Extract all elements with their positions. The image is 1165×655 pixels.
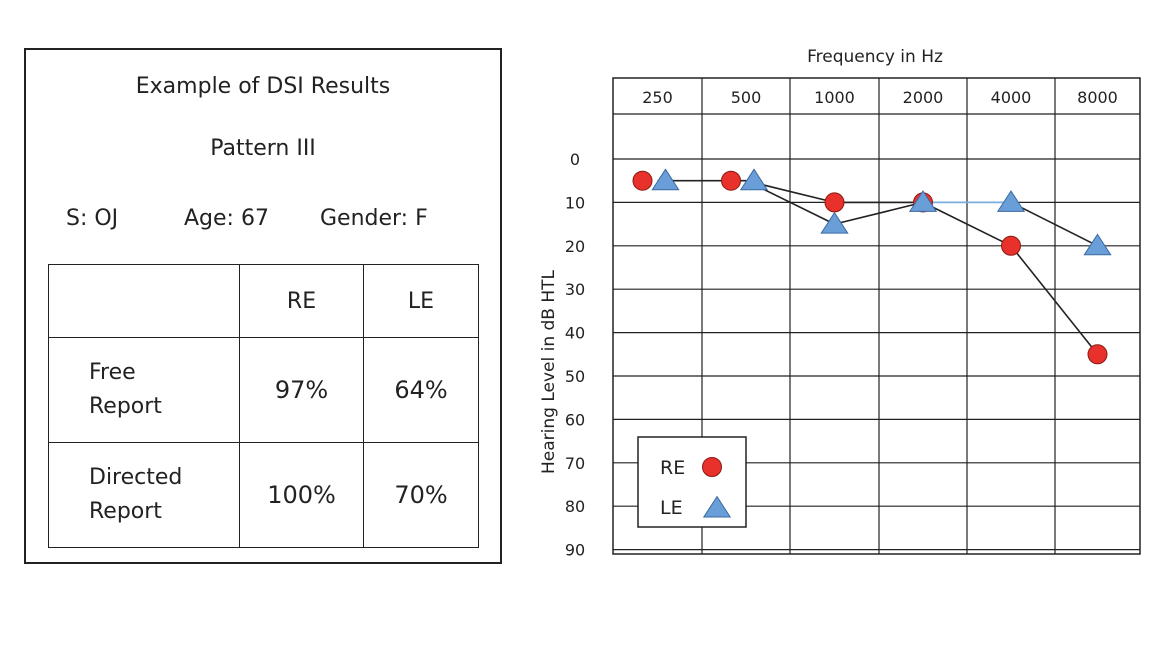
table-header-row: RE LE — [48, 264, 479, 338]
x-tick-label: 250 — [642, 88, 673, 107]
row-label-line1: Free — [89, 360, 136, 385]
le-point — [739, 168, 769, 191]
row-label-line2: Report — [89, 394, 162, 419]
y-tick-label: 0 — [570, 150, 580, 169]
legend-label-re: RE — [660, 457, 685, 479]
directed-report-re-value: 100% — [239, 442, 364, 548]
row-label: Directed Report — [48, 442, 240, 548]
x-axis-title: Frequency in Hz — [807, 47, 943, 67]
x-tick-labels: 250 500 1000 2000 4000 8000 — [642, 88, 1118, 107]
re-point — [1001, 235, 1021, 256]
y-tick-label: 30 — [565, 280, 585, 299]
audiogram-chart: Frequency in Hz Hearing Level in dB HTL … — [539, 47, 1141, 560]
row-label-line2: Report — [89, 499, 162, 524]
y-tick-label: 50 — [565, 367, 585, 386]
y-axis-title: Hearing Level in dB HTL — [539, 269, 559, 474]
header-empty-cell — [48, 264, 240, 338]
panel-title: Example of DSI Results — [135, 74, 391, 99]
y-tick-label: 60 — [565, 410, 585, 429]
subject-id: S: OJ — [66, 206, 119, 231]
le-point — [820, 211, 849, 234]
le-point — [1083, 233, 1112, 256]
legend-marker-le — [702, 495, 732, 518]
re-point — [721, 170, 741, 191]
header-le: LE — [363, 264, 479, 338]
header-re: RE — [239, 264, 364, 338]
row-label-line1: Directed — [89, 465, 183, 490]
re-point — [824, 192, 845, 213]
y-tick-label: 70 — [565, 454, 585, 473]
x-tick-label: 1000 — [814, 88, 855, 107]
directed-report-le-value: 70% — [363, 442, 479, 548]
legend: RE LE — [637, 436, 747, 528]
legend-box — [637, 436, 747, 528]
re-line-segment — [1010, 245, 1099, 355]
legend-label-le: LE — [660, 497, 683, 519]
plot-frame — [612, 77, 1141, 555]
subject-gender: Gender: F — [320, 206, 428, 231]
le-point — [996, 190, 1026, 212]
free-report-re-value: 97% — [239, 337, 364, 443]
y-tick-label: 20 — [565, 237, 585, 256]
x-tick-label: 8000 — [1077, 88, 1118, 107]
legend-marker-re — [702, 457, 722, 477]
le-line-segment — [834, 201, 924, 225]
y-tick-label: 40 — [565, 324, 585, 343]
re-point — [1087, 344, 1108, 365]
y-tick-label: 10 — [565, 193, 585, 212]
le-point — [651, 168, 680, 191]
pattern-label: Pattern III — [210, 136, 316, 161]
y-tick-label: 90 — [565, 541, 585, 560]
series-layer — [632, 168, 1112, 365]
row-label: Free Report — [48, 337, 240, 443]
re-point — [632, 170, 653, 191]
grid — [612, 77, 1141, 555]
le-line-segment — [1010, 201, 1098, 247]
free-report-le-value: 64% — [363, 337, 479, 443]
x-tick-label: 500 — [731, 88, 762, 107]
subject-age: Age: 67 — [184, 206, 269, 231]
x-tick-label: 4000 — [991, 88, 1032, 107]
re-line-segment — [922, 201, 1012, 247]
dsi-results-panel: Example of DSI Results Pattern III S: OJ… — [24, 48, 502, 564]
table-row-directed-report: Directed Report 100% 70% — [48, 442, 479, 548]
dsi-results-table: RE LE Free Report 97% 64% Directed Repor… — [48, 264, 479, 548]
table-row-free-report: Free Report 97% 64% — [48, 337, 479, 443]
le-point — [908, 190, 938, 212]
x-tick-label: 2000 — [903, 88, 944, 107]
y-tick-label: 80 — [565, 497, 585, 516]
y-tick-labels: 0 10 20 30 40 50 60 70 80 90 — [565, 150, 585, 560]
